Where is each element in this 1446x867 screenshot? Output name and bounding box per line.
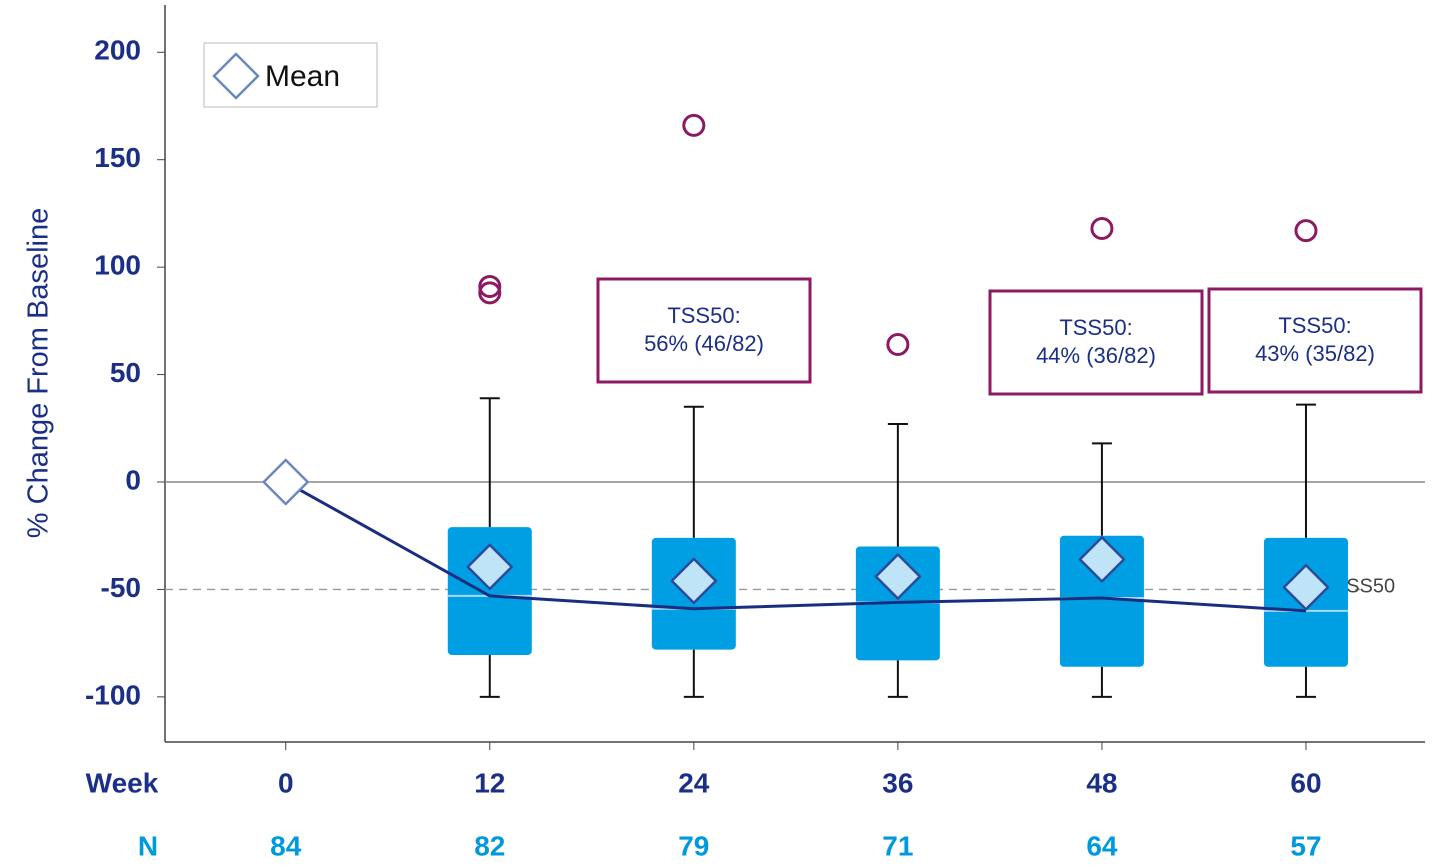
y-tick-label: 100 — [94, 250, 141, 281]
outlier — [886, 332, 910, 356]
annotation-box — [596, 277, 812, 384]
box — [447, 527, 532, 655]
outlier — [478, 274, 502, 298]
annotation-text: TSS50: — [667, 303, 740, 328]
annotation-box — [988, 289, 1204, 396]
y-axis-label: % Change From Baseline — [23, 208, 55, 538]
n-value: 64 — [1086, 830, 1118, 861]
n-value: 71 — [882, 830, 913, 861]
outlier — [1294, 219, 1318, 243]
y-tick-label: -50 — [101, 572, 141, 603]
legend-marker — [212, 52, 260, 100]
n-value: 57 — [1290, 830, 1321, 861]
y-tick-label: 200 — [94, 35, 141, 66]
n-value: 82 — [474, 830, 505, 861]
annotation-text: 56% (46/82) — [644, 331, 764, 356]
x-tick-label: 36 — [882, 767, 913, 798]
mean-marker — [466, 543, 514, 591]
y-tick-label: 50 — [110, 357, 141, 388]
y-tick-label: -100 — [85, 679, 141, 710]
annotation-text: 43% (35/82) — [1255, 341, 1375, 366]
n-value: 84 — [270, 830, 302, 861]
mean-marker — [1078, 536, 1126, 583]
outlier — [1090, 216, 1114, 240]
annotation-text: TSS50: — [1278, 313, 1351, 338]
legend-label: Mean — [265, 60, 340, 93]
box — [1059, 535, 1144, 667]
n-label: N — [138, 830, 158, 861]
mean-marker — [670, 557, 718, 605]
x-tick-label: 0 — [278, 767, 294, 798]
x-tick-label: 12 — [474, 767, 505, 798]
median-trend — [284, 480, 1307, 613]
annotation-box — [1207, 287, 1423, 394]
x-tick-label: 60 — [1290, 767, 1321, 798]
annotation-text: 44% (36/82) — [1036, 343, 1156, 368]
y-tick-label: 150 — [94, 142, 141, 173]
x-axis-label: Week — [86, 767, 159, 798]
reference-label: TSS50 — [1334, 576, 1395, 598]
x-tick-label: 24 — [678, 767, 710, 798]
mean-marker — [874, 553, 922, 600]
outlier — [478, 281, 502, 305]
mean-marker — [262, 458, 309, 506]
mean-marker — [1282, 564, 1330, 611]
outlier — [682, 113, 706, 137]
y-tick-label: 0 — [125, 464, 141, 495]
annotation-text: TSS50: — [1059, 315, 1132, 340]
x-tick-label: 48 — [1086, 767, 1117, 798]
n-value: 79 — [678, 830, 709, 861]
